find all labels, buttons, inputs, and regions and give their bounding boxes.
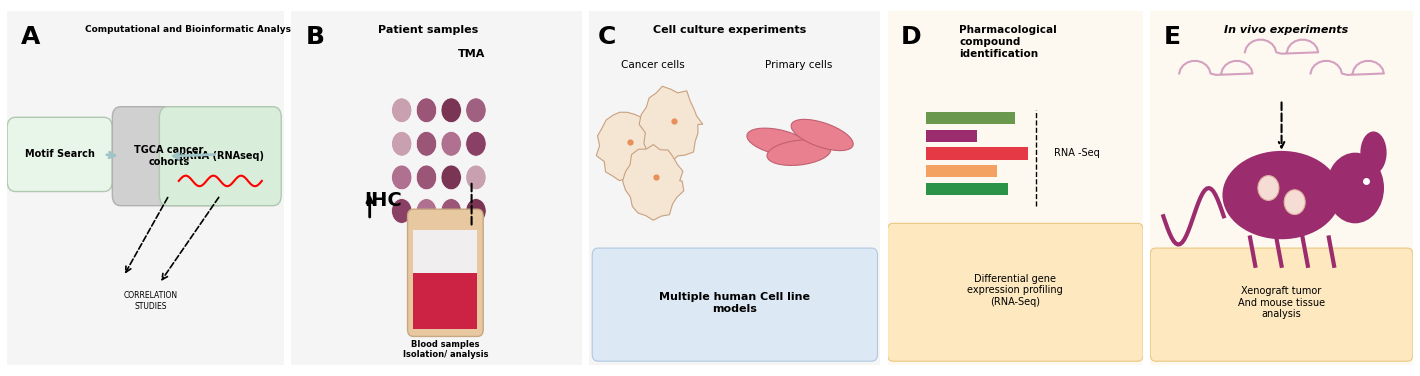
- Text: A: A: [21, 26, 40, 49]
- Bar: [926, 112, 1015, 124]
- FancyBboxPatch shape: [882, 4, 1149, 372]
- Polygon shape: [596, 112, 659, 180]
- Polygon shape: [639, 86, 703, 162]
- FancyBboxPatch shape: [112, 107, 226, 206]
- FancyBboxPatch shape: [1150, 248, 1413, 361]
- Ellipse shape: [791, 119, 853, 151]
- Text: E: E: [1163, 26, 1180, 49]
- FancyBboxPatch shape: [159, 107, 281, 206]
- Text: Primary cells: Primary cells: [765, 60, 832, 70]
- Bar: [926, 165, 997, 177]
- Text: Cell culture experiments: Cell culture experiments: [653, 26, 807, 35]
- FancyBboxPatch shape: [584, 4, 886, 372]
- Bar: [926, 130, 977, 142]
- Text: C: C: [598, 26, 616, 49]
- FancyBboxPatch shape: [285, 4, 588, 372]
- Bar: [413, 230, 477, 273]
- Text: Multiple human Cell line
models: Multiple human Cell line models: [659, 292, 811, 314]
- FancyBboxPatch shape: [1, 4, 290, 372]
- Ellipse shape: [1360, 132, 1387, 174]
- Ellipse shape: [767, 140, 831, 165]
- Text: In vivo experiments: In vivo experiments: [1224, 26, 1348, 35]
- Text: B: B: [305, 26, 325, 49]
- Bar: [926, 183, 1008, 195]
- Ellipse shape: [1284, 190, 1305, 214]
- Circle shape: [442, 98, 462, 123]
- Text: D: D: [900, 26, 922, 49]
- Text: Cancer cells: Cancer cells: [622, 60, 686, 70]
- Text: Pharmacological
compound
identification: Pharmacological compound identification: [959, 26, 1056, 59]
- Ellipse shape: [1223, 151, 1340, 239]
- Circle shape: [416, 98, 436, 123]
- Text: CORRELATION
STUDIES: CORRELATION STUDIES: [124, 291, 178, 311]
- Circle shape: [442, 165, 462, 190]
- Polygon shape: [622, 144, 684, 220]
- Circle shape: [466, 132, 486, 156]
- Ellipse shape: [1258, 176, 1279, 200]
- FancyBboxPatch shape: [7, 117, 112, 191]
- Circle shape: [392, 132, 412, 156]
- Circle shape: [442, 132, 462, 156]
- Circle shape: [442, 199, 462, 223]
- Text: Xenograft tumor
And mouse tissue
analysis: Xenograft tumor And mouse tissue analysi…: [1238, 286, 1325, 320]
- Bar: [926, 147, 1028, 160]
- Circle shape: [416, 132, 436, 156]
- Text: RNA -Seq: RNA -Seq: [1054, 148, 1099, 158]
- Text: Patient samples: Patient samples: [378, 26, 479, 35]
- Text: Computational and Bioinformatic Analysis: Computational and Bioinformatic Analysis: [85, 26, 300, 35]
- Text: IHC: IHC: [364, 191, 402, 210]
- Text: Blood samples
Isolation/ analysis: Blood samples Isolation/ analysis: [403, 340, 488, 359]
- Circle shape: [416, 165, 436, 190]
- Circle shape: [466, 165, 486, 190]
- Text: mRNA (RNAseq): mRNA (RNAseq): [176, 151, 264, 161]
- Circle shape: [466, 98, 486, 123]
- Bar: [413, 273, 477, 329]
- FancyBboxPatch shape: [592, 248, 878, 361]
- Circle shape: [416, 199, 436, 223]
- Text: Differential gene
expression profiling
(RNA-Seq): Differential gene expression profiling (…: [967, 274, 1064, 307]
- Circle shape: [392, 98, 412, 123]
- FancyBboxPatch shape: [1145, 4, 1419, 372]
- Circle shape: [392, 199, 412, 223]
- FancyBboxPatch shape: [408, 209, 483, 337]
- Circle shape: [466, 199, 486, 223]
- Circle shape: [392, 165, 412, 190]
- Ellipse shape: [747, 128, 809, 156]
- FancyBboxPatch shape: [888, 223, 1143, 361]
- Text: Motif Search: Motif Search: [24, 149, 95, 159]
- Text: TMA: TMA: [457, 49, 486, 59]
- Text: TGCA cancer
cohorts: TGCA cancer cohorts: [135, 146, 204, 167]
- Ellipse shape: [1326, 153, 1384, 223]
